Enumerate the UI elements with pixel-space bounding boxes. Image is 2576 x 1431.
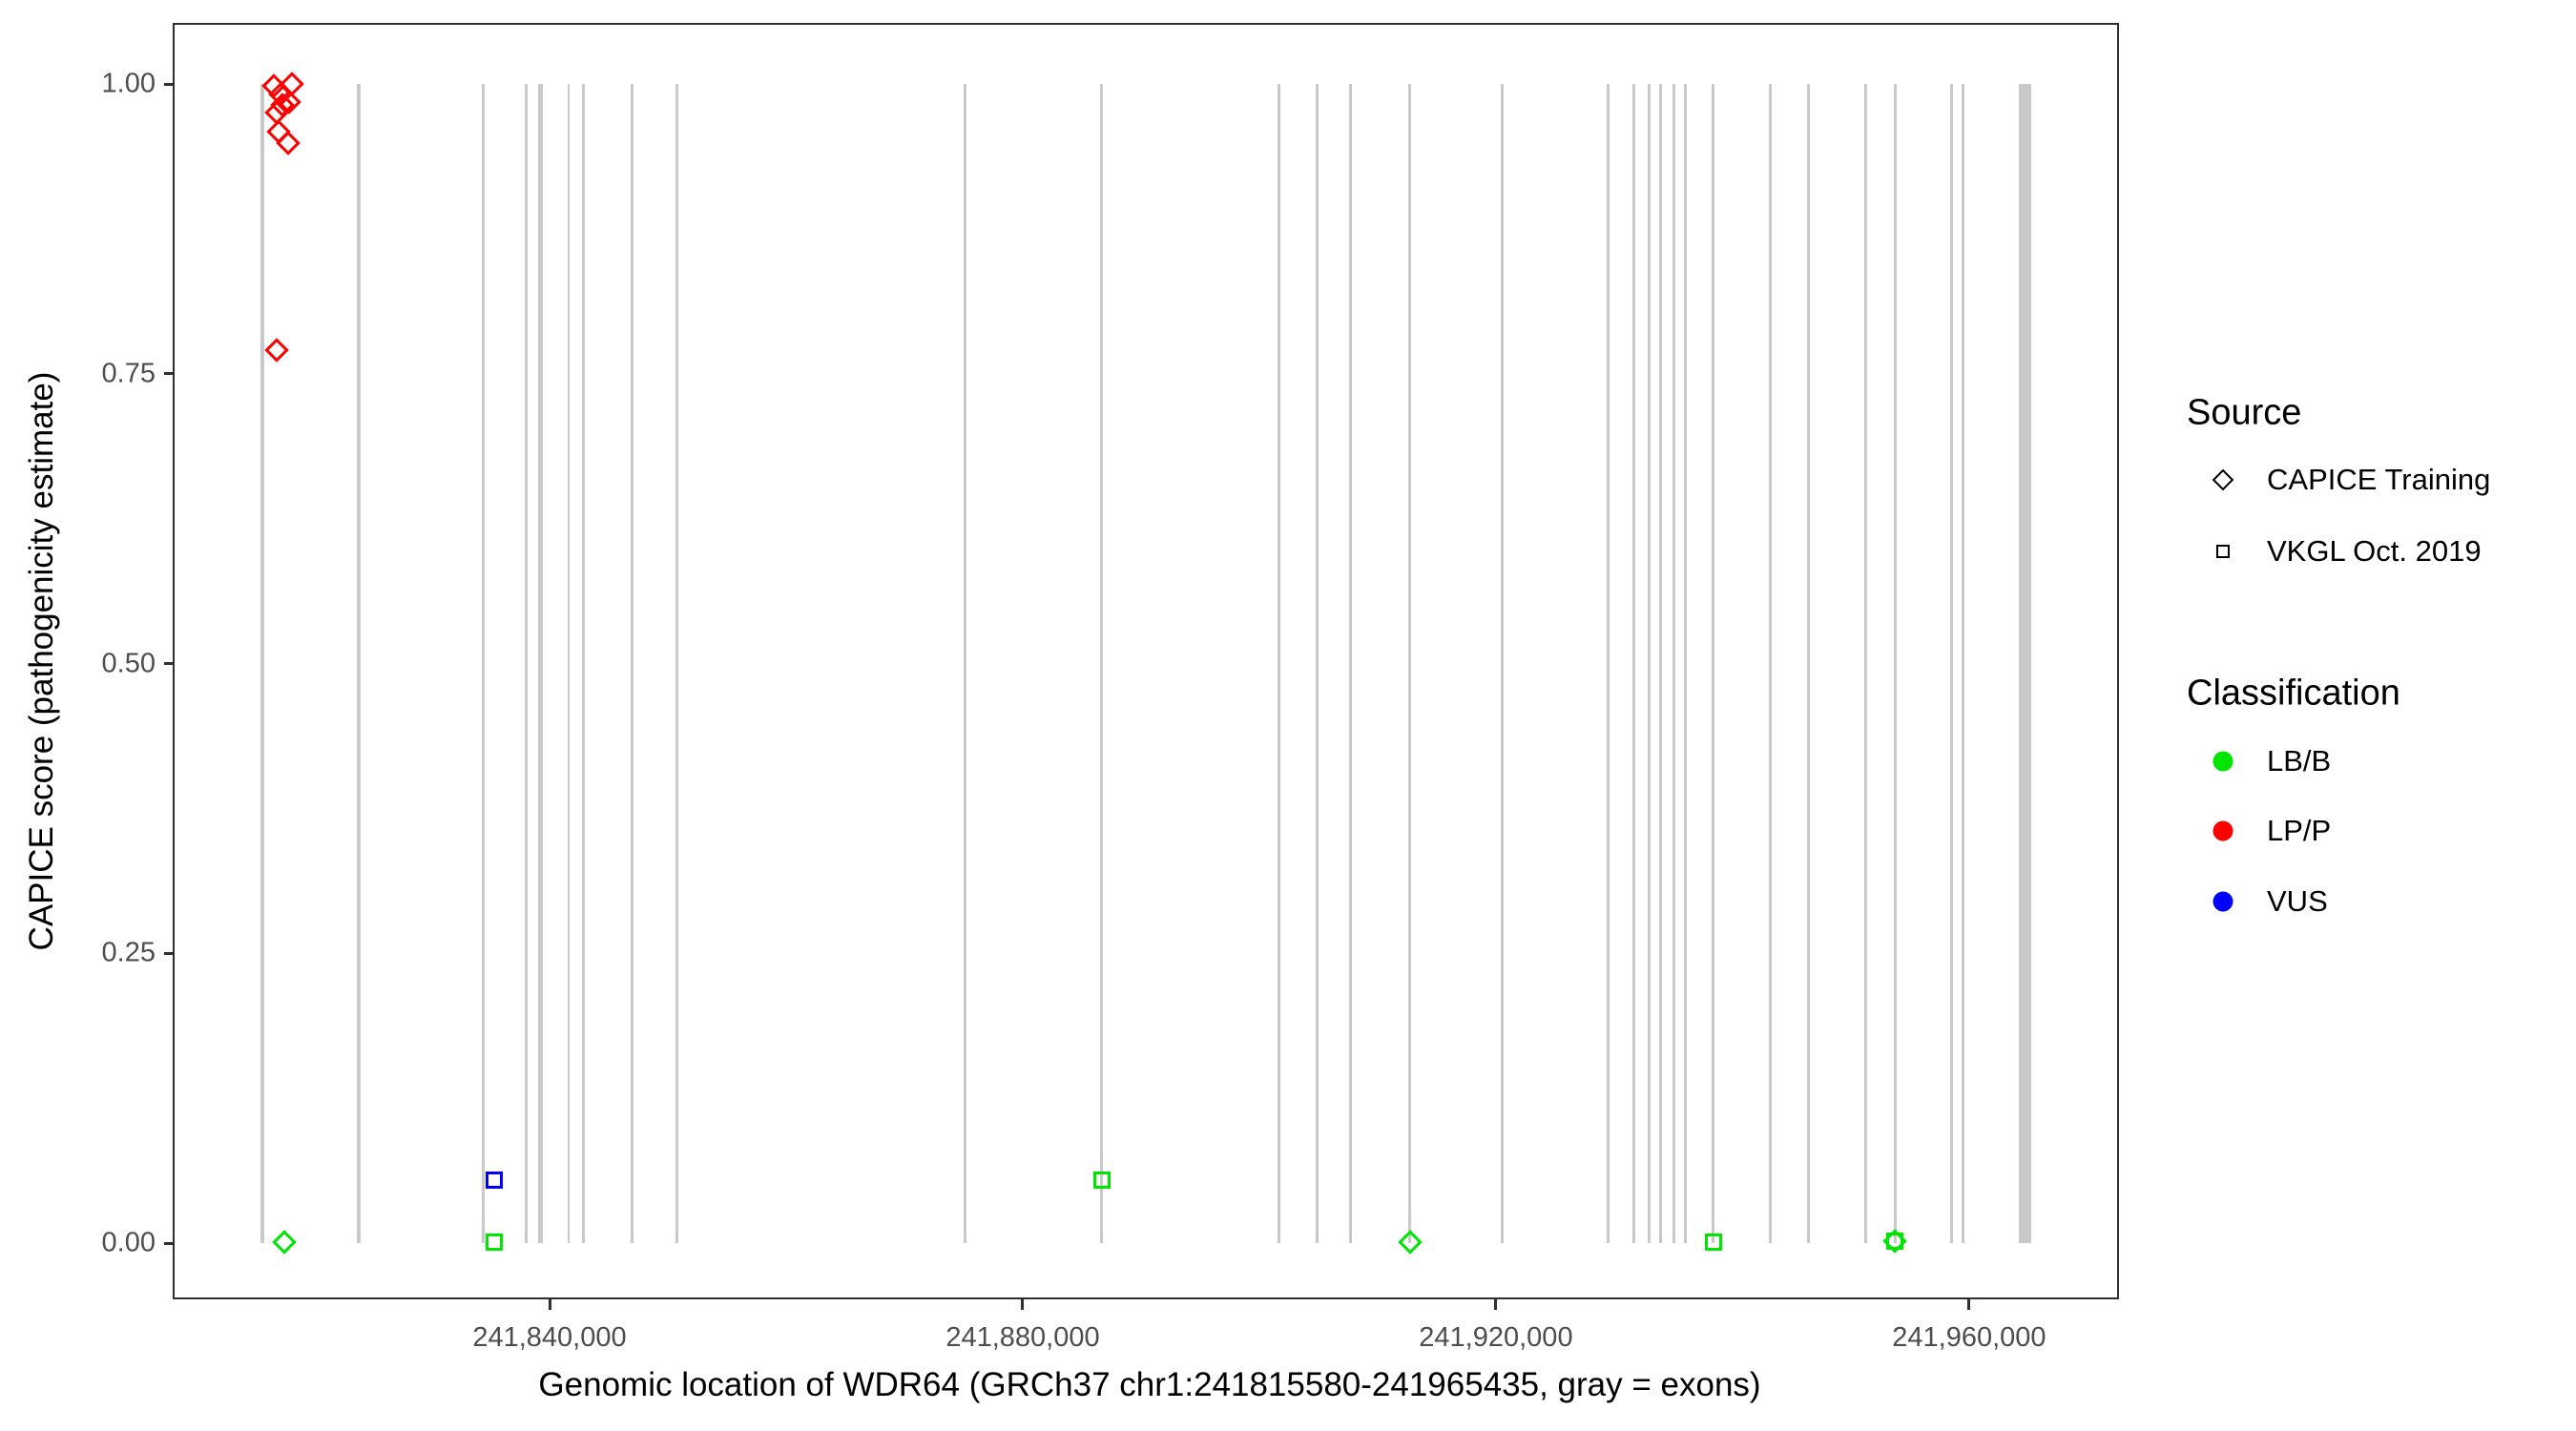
exon-bar bbox=[1712, 84, 1715, 1243]
exon-bar bbox=[582, 84, 586, 1243]
exon-bar bbox=[1769, 84, 1773, 1243]
exon-bar bbox=[1672, 84, 1675, 1243]
legend-diamond-icon bbox=[2212, 468, 2234, 491]
y-axis-title: CAPICE score (pathogenicity estimate) bbox=[23, 371, 60, 951]
exon-bar bbox=[1606, 84, 1610, 1243]
exon-bar bbox=[1632, 84, 1636, 1243]
legend-blue-dot-icon bbox=[2212, 891, 2233, 912]
data-point-square-green bbox=[485, 1233, 503, 1251]
exon-bar bbox=[525, 84, 529, 1243]
x-tick-label: 241,920,000 bbox=[1419, 1322, 1573, 1353]
exon-bar bbox=[1408, 84, 1412, 1243]
exon-bar bbox=[1893, 84, 1897, 1243]
exon-bar bbox=[538, 84, 544, 1243]
legend-label-capice-training: CAPICE Training bbox=[2267, 463, 2491, 496]
y-tick-mark bbox=[164, 662, 173, 665]
y-tick-label: 0.00 bbox=[101, 1227, 156, 1258]
x-tick-mark bbox=[1494, 1299, 1498, 1310]
exon-bar bbox=[964, 84, 967, 1243]
exon-bar bbox=[1277, 84, 1280, 1243]
exon-bar bbox=[675, 84, 679, 1243]
legend-label-vkgl: VKGL Oct. 2019 bbox=[2267, 534, 2482, 568]
exon-bar bbox=[482, 84, 486, 1243]
legend-label-vus: VUS bbox=[2267, 884, 2328, 918]
y-tick-mark bbox=[164, 951, 173, 955]
y-tick-label: 0.25 bbox=[101, 937, 156, 968]
exon-bar bbox=[2019, 84, 2032, 1243]
exon-bar bbox=[1864, 84, 1868, 1243]
exon-bar bbox=[260, 84, 264, 1243]
data-point-square-green bbox=[1704, 1233, 1722, 1251]
y-tick-mark bbox=[164, 1241, 173, 1245]
y-tick-label: 0.75 bbox=[101, 358, 156, 389]
legend-source-title: Source bbox=[2187, 392, 2302, 433]
exon-bar bbox=[1949, 84, 1953, 1243]
exon-bar bbox=[1349, 84, 1353, 1243]
y-tick-mark bbox=[164, 372, 173, 376]
legend-square-icon bbox=[2216, 545, 2230, 558]
legend-label-lbb: LB/B bbox=[2267, 744, 2332, 778]
exon-bar bbox=[1658, 84, 1662, 1243]
x-tick-mark bbox=[1021, 1299, 1025, 1310]
exon-bar bbox=[630, 84, 634, 1243]
y-tick-mark bbox=[164, 82, 173, 86]
data-point-square-green bbox=[1093, 1172, 1111, 1190]
x-tick-label: 241,960,000 bbox=[1892, 1322, 2046, 1353]
legend-red-dot-icon bbox=[2212, 820, 2233, 841]
plot-panel-border bbox=[173, 23, 2119, 1299]
y-tick-label: 1.00 bbox=[101, 68, 156, 99]
exon-bar bbox=[1315, 84, 1319, 1243]
x-tick-label: 241,880,000 bbox=[945, 1322, 1100, 1353]
y-tick-label: 0.50 bbox=[101, 648, 156, 678]
legend-classification-title: Classification bbox=[2187, 673, 2400, 714]
exon-bar bbox=[1807, 84, 1811, 1243]
exon-bar bbox=[1647, 84, 1651, 1243]
legend-label-lpp: LP/P bbox=[2267, 814, 2332, 847]
exon-bar bbox=[1683, 84, 1687, 1243]
exon-bar bbox=[567, 84, 571, 1243]
exon-bar bbox=[1962, 84, 1965, 1243]
exon-bar bbox=[1501, 84, 1505, 1243]
exon-bar bbox=[1100, 84, 1104, 1243]
x-tick-mark bbox=[1967, 1299, 1971, 1310]
x-tick-label: 241,840,000 bbox=[472, 1322, 627, 1353]
exon-bar bbox=[356, 84, 361, 1243]
x-tick-mark bbox=[548, 1299, 551, 1310]
legend-green-dot-icon bbox=[2212, 751, 2233, 772]
x-axis-title: Genomic location of WDR64 (GRCh37 chr1:2… bbox=[538, 1366, 1761, 1403]
data-point-square-blue bbox=[485, 1172, 503, 1190]
data-point-square-green bbox=[1885, 1232, 1903, 1250]
